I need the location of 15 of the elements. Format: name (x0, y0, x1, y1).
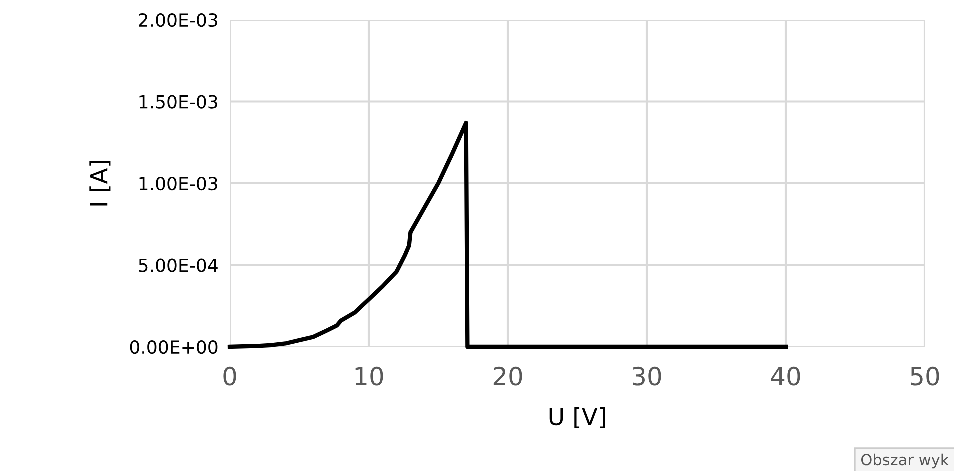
text: Obszar wyk (862, 454, 950, 469)
x-tick-label: 40 (771, 366, 800, 386)
y-tick-label: 2.00E-03 (139, 13, 218, 28)
y-axis-title: I [A] (90, 161, 111, 206)
x-tick-label: 30 (633, 366, 662, 386)
line-series (228, 120, 788, 350)
y-tick-label: 1.50E-03 (140, 95, 218, 109)
y-tick-label: 1.00E-03 (140, 176, 218, 191)
x-axis-title: U [V] (550, 407, 606, 428)
x-tick-label: 20 (494, 366, 522, 386)
y-tick-label: 0.00E+00 (130, 340, 218, 354)
y-tick-label: 5.00E-04 (139, 258, 218, 272)
x-tick-label: 10 (356, 366, 384, 386)
x-tick-label: 0 (224, 366, 236, 386)
x-tick-label: 50 (911, 366, 940, 386)
